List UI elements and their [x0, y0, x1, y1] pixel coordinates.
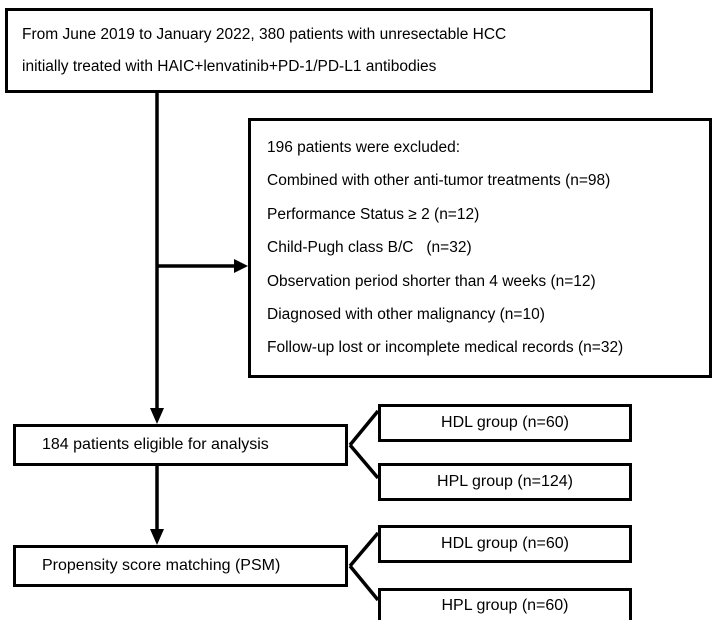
group-label: HDL group (n=60) — [441, 414, 569, 431]
group-label: HPL group (n=60) — [441, 597, 569, 614]
group-box-hdl-post-psm: HDL group (n=60) — [378, 525, 632, 563]
exclusion-heading: 196 patients were excluded: — [267, 138, 461, 156]
eligible-label: 184 patients eligible for analysis — [42, 436, 269, 453]
exclusion-reason: Diagnosed with other malignancy (n=10) — [267, 306, 545, 324]
arrowhead-to-eligible — [150, 408, 164, 424]
group-box-hdl-pre-psm: HDL group (n=60) — [378, 404, 632, 442]
group-label: HDL group (n=60) — [441, 535, 569, 552]
eligible-box: 184 patients eligible for analysis — [13, 424, 348, 466]
enrollment-line-2: initially treated with HAIC+lenvatinib+P… — [22, 57, 437, 75]
exclusion-box: 196 patients were excluded: Combined wit… — [248, 118, 712, 378]
connector-psm-to-hdl-post — [348, 531, 380, 568]
psm-label: Propensity score matching (PSM) — [42, 557, 281, 574]
group-label: HPL group (n=124) — [437, 473, 573, 490]
exclusion-reason: Follow-up lost or incomplete medical rec… — [267, 339, 624, 357]
connector-eligible-to-hdl-pre — [348, 409, 380, 447]
connector-eligible-to-hpl-pre — [348, 443, 380, 480]
enrollment-box: From June 2019 to January 2022, 380 pati… — [5, 8, 653, 93]
arrowhead-to-excluded — [234, 259, 248, 273]
group-box-hpl-pre-psm: HPL group (n=124) — [378, 463, 632, 501]
exclusion-reason: Observation period shorter than 4 weeks … — [267, 272, 596, 290]
connector-psm-to-hpl-post — [348, 564, 380, 602]
exclusion-reason: Child-Pugh class B/C (n=32) — [267, 239, 472, 257]
group-box-hpl-post-psm: HPL group (n=60) — [378, 588, 632, 620]
arrowhead-to-psm — [150, 529, 164, 545]
exclusion-reason: Performance Status ≥ 2 (n=12) — [267, 205, 480, 223]
enrollment-line-1: From June 2019 to January 2022, 380 pati… — [22, 26, 507, 43]
exclusion-reason: Combined with other anti-tumor treatment… — [267, 172, 611, 190]
psm-box: Propensity score matching (PSM) — [13, 545, 348, 587]
